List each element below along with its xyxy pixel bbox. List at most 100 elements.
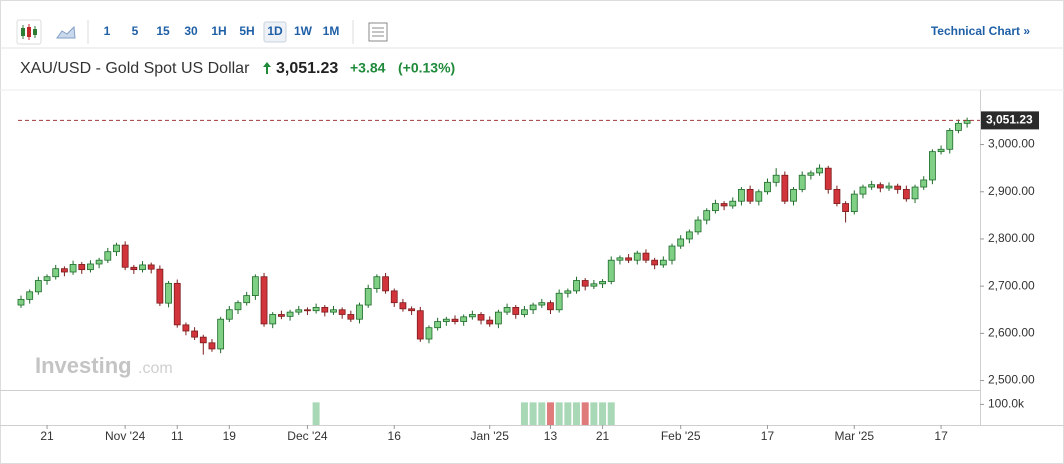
candle-body [43, 276, 51, 281]
candle-body [894, 185, 902, 190]
candle-body [390, 290, 398, 304]
candle-body [494, 311, 502, 325]
candle-body [616, 257, 624, 261]
candle-body [277, 314, 285, 317]
candle-body [408, 308, 416, 312]
candle-body [217, 318, 225, 350]
candle-body [512, 306, 520, 315]
candle-body [147, 264, 155, 270]
watermark-suffix: .com [138, 360, 173, 377]
candle-body [95, 259, 103, 265]
volume-bar [599, 402, 607, 425]
interval-button[interactable]: 1H [211, 24, 226, 38]
candle-body [373, 276, 381, 289]
up-arrow [263, 62, 271, 74]
x-tick-label: Dec '24 [287, 429, 328, 443]
candle-body [590, 283, 598, 287]
candle-body [416, 310, 424, 340]
candle-body [738, 188, 745, 202]
volume-tick-label: 100.0k [988, 397, 1025, 411]
watermark: Investing [35, 353, 132, 378]
candle-body [295, 309, 303, 313]
candle-body [304, 309, 311, 312]
candle-body [902, 188, 910, 200]
candle-body [633, 252, 641, 261]
candle-body [573, 280, 580, 292]
volume-bar [581, 402, 589, 425]
candle-body [199, 336, 207, 344]
candle-body [521, 309, 528, 315]
interval-button[interactable]: 1D [267, 24, 283, 38]
x-tick-label: 17 [934, 429, 948, 443]
candle-body [581, 280, 589, 287]
x-tick-label: 17 [761, 429, 775, 443]
candle-body [677, 238, 685, 247]
candle-body [139, 264, 146, 271]
x-tick-label: 19 [223, 429, 237, 443]
candle-icon[interactable] [16, 19, 42, 45]
x-tick-label: Nov '24 [105, 429, 146, 443]
symbol-title: XAU/USD - Gold Spot US Dollar [20, 60, 250, 77]
candle-body [911, 186, 919, 200]
candle-body [78, 264, 86, 271]
candle-body [225, 309, 233, 320]
candle-body [234, 302, 242, 311]
candle-body [868, 184, 876, 188]
interval-button[interactable]: 5H [239, 24, 254, 38]
candle-body [356, 304, 363, 320]
candle-body [712, 203, 719, 212]
candle-body [442, 318, 450, 322]
candle-body [833, 188, 841, 204]
candle-body [642, 252, 650, 261]
candle-body [121, 244, 129, 268]
candle-body [425, 327, 433, 340]
interval-button[interactable]: 1M [323, 24, 340, 38]
candle-body [321, 306, 329, 313]
y-tick-label: 2,700.00 [988, 278, 1035, 292]
candle-body [564, 290, 572, 294]
y-tick-label: 2,900.00 [988, 184, 1035, 198]
candle-body [694, 219, 702, 233]
candle-body [173, 282, 181, 326]
candle-body [729, 200, 737, 207]
candle-body [859, 186, 867, 195]
x-tick-label: 11 [171, 429, 184, 443]
candle-body [269, 314, 277, 325]
candle-body [599, 281, 606, 285]
candle-body [929, 151, 936, 181]
candle-body [52, 268, 60, 278]
candle-body [755, 191, 763, 202]
interval-button[interactable]: 1W [294, 24, 313, 38]
price-change: +3.84 [350, 60, 386, 76]
x-tick-label: 16 [388, 429, 402, 443]
candle-body [347, 314, 355, 320]
y-tick-label: 2,500.00 [988, 373, 1035, 387]
interval-button[interactable]: 5 [132, 24, 139, 38]
x-tick-label: Feb '25 [661, 429, 701, 443]
candle-body [824, 167, 832, 190]
candle-body [104, 251, 112, 261]
candle-body [156, 268, 164, 304]
candle-body [260, 276, 268, 325]
volume-bar [546, 402, 554, 425]
candle-body [885, 185, 893, 189]
x-tick-label: 21 [40, 429, 54, 443]
interval-button[interactable]: 30 [184, 24, 198, 38]
candle-body [946, 129, 954, 150]
candle-body [434, 321, 442, 329]
candle-body [607, 259, 615, 282]
technical-chart-link[interactable]: Technical Chart » [931, 24, 1030, 38]
interval-button[interactable]: 15 [156, 24, 170, 38]
candle-body [937, 148, 945, 153]
candle-body [130, 266, 138, 271]
area-icon[interactable] [56, 25, 76, 39]
candle-body [659, 259, 667, 266]
candle-body [451, 318, 459, 322]
candle-body [208, 342, 216, 350]
volume-bar [312, 402, 320, 425]
layout-icon[interactable] [368, 22, 388, 42]
candle-body [781, 174, 789, 202]
candle-body [113, 244, 120, 253]
candle-body [703, 210, 711, 221]
interval-button[interactable]: 1 [104, 24, 111, 38]
